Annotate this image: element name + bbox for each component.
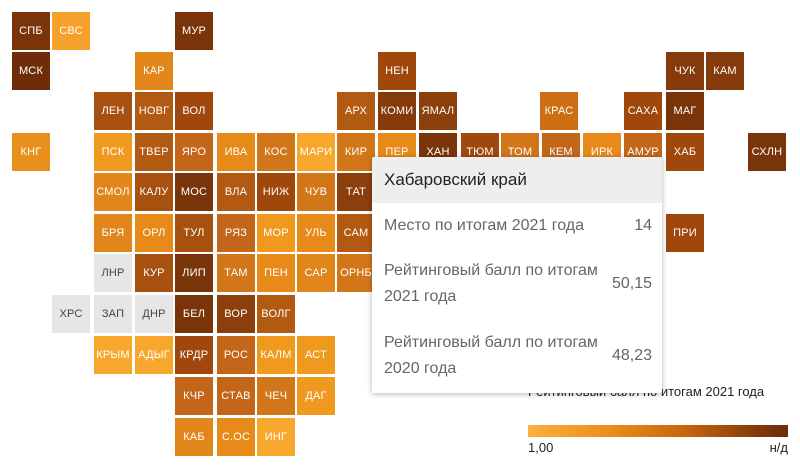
region-tile[interactable]: ЛИП [175,254,213,292]
region-tile[interactable]: ДНР [135,295,173,333]
region-tile[interactable]: СМОЛ [94,173,132,211]
region-tooltip: Хабаровский край Место по итогам 2021 го… [372,157,662,393]
region-tile[interactable]: ОРЛ [135,214,173,252]
region-tile[interactable]: БЕЛ [175,295,213,333]
tooltip-row-value: 14 [634,217,652,234]
region-tile[interactable]: РЯЗ [217,214,255,252]
legend-gradient-bar [528,425,788,437]
region-tile[interactable]: АМУР [624,133,662,171]
region-tile[interactable]: САМ [337,214,375,252]
region-tile[interactable]: ИВА [217,133,255,171]
region-tile[interactable]: ВОЛГ [257,295,295,333]
region-tile[interactable]: АДЫГ [135,336,173,374]
region-tile[interactable]: САХА [624,92,662,130]
region-tile[interactable]: СТАВ [217,377,255,415]
region-tile[interactable]: КНГ [12,133,50,171]
region-tile[interactable]: МАРИ [297,133,335,171]
region-tile[interactable]: КЧР [175,377,213,415]
legend-max-label: н/д [769,440,788,455]
color-legend: Рейтинговый балл по итогам 2021 года 1,0… [528,382,788,467]
region-tile[interactable]: ХРС [52,295,90,333]
region-tile[interactable]: КАМ [706,52,744,90]
region-tile[interactable]: ТУЛ [175,214,213,252]
region-tile[interactable]: ЧУВ [297,173,335,211]
region-tile[interactable]: ЗАП [94,295,132,333]
region-tile[interactable]: МОР [257,214,295,252]
region-tile[interactable]: КИР [337,133,375,171]
tooltip-row-label: Место по итогам 2021 года [384,217,585,234]
region-tile[interactable]: ВЛА [217,173,255,211]
tooltip-row-label: Рейтинговый балл по итогам 2021 года [384,262,598,305]
region-tile[interactable]: ПЕН [257,254,295,292]
region-tile[interactable]: ВОЛ [175,92,213,130]
region-tile[interactable]: СХЛН [748,133,786,171]
region-tile[interactable]: МУР [175,12,213,50]
region-tile[interactable]: КАЛУ [135,173,173,211]
region-tile[interactable]: КРДР [175,336,213,374]
tooltip-row-value: 48,23 [611,347,652,364]
region-tile[interactable]: ОРНБ [337,254,375,292]
region-tile[interactable]: СВС [52,12,90,50]
region-tile[interactable]: ПРИ [666,214,704,252]
region-tile[interactable]: КОС [257,133,295,171]
region-tile[interactable]: ЧУК [666,52,704,90]
region-tile[interactable]: АРХ [337,92,375,130]
region-tile[interactable]: НОВГ [135,92,173,130]
tooltip-row-value: 50,15 [611,275,652,292]
region-tile[interactable]: САР [297,254,335,292]
region-tile[interactable]: ЯРО [175,133,213,171]
region-tile[interactable]: АСТ [297,336,335,374]
region-tile[interactable]: КУР [135,254,173,292]
region-tile[interactable]: ЧЕЧ [257,377,295,415]
region-tile[interactable]: УЛЬ [297,214,335,252]
region-tile[interactable]: ХАБ [666,133,704,171]
region-tile[interactable]: ИНГ [257,418,295,456]
region-tile[interactable]: ДАГ [297,377,335,415]
region-tile[interactable]: МСК [12,52,50,90]
region-tile[interactable]: КРЫМ [94,336,132,374]
legend-min-label: 1,00 [528,440,554,455]
region-tile[interactable]: НЕН [378,52,416,90]
region-tile[interactable]: ТВЕР [135,133,173,171]
region-tile[interactable]: КРАС [540,92,578,130]
tooltip-row-label: Рейтинговый балл по итогам 2020 года [384,334,598,377]
region-tile[interactable]: ЯМАЛ [419,92,457,130]
region-tile[interactable]: ЛНР [94,254,132,292]
region-tile[interactable]: ЛЕН [94,92,132,130]
region-tile[interactable]: БРЯ [94,214,132,252]
tooltip-title: Хабаровский край [372,157,662,203]
region-tile[interactable]: КАБ [175,418,213,456]
region-tile[interactable]: ТАТ [337,173,375,211]
region-tile[interactable]: КАЛМ [257,336,295,374]
region-tile[interactable]: С.ОС [217,418,255,456]
region-tile[interactable]: МАГ [666,92,704,130]
region-tile[interactable]: КОМИ [378,92,416,130]
region-tile[interactable]: РОС [217,336,255,374]
region-tile[interactable]: КАР [135,52,173,90]
region-tile[interactable]: ВОР [217,295,255,333]
region-tile[interactable]: МОС [175,173,213,211]
region-tile[interactable]: СПБ [12,12,50,50]
region-tile[interactable]: ТАМ [217,254,255,292]
region-tile[interactable]: ПСК [94,133,132,171]
region-tile[interactable]: НИЖ [257,173,295,211]
